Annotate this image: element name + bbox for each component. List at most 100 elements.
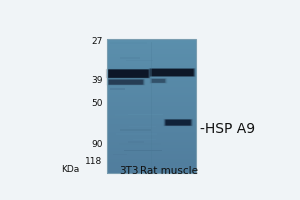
FancyBboxPatch shape [152,79,165,83]
Bar [107,159,196,160]
FancyBboxPatch shape [166,120,190,125]
Bar [107,116,196,118]
Text: Rat muscle: Rat muscle [140,166,198,176]
Bar [107,152,196,154]
Bar [107,137,196,138]
Bar [107,122,196,123]
Bar [107,154,196,156]
Bar [107,61,196,62]
Text: 39: 39 [91,76,103,85]
Bar [107,161,196,163]
Bar [107,39,196,173]
Bar [107,132,196,133]
Bar [107,39,196,41]
Bar [107,76,196,78]
Bar [129,126,156,127]
Bar [107,167,196,168]
Bar [107,97,196,99]
Bar [107,131,196,132]
Bar [107,66,196,68]
Bar [107,115,196,117]
Bar [107,86,196,88]
Bar [107,96,196,98]
Bar [107,148,196,149]
Bar [107,169,196,170]
Bar [107,82,196,83]
Bar [107,144,196,146]
Bar [107,56,196,58]
Bar [107,43,196,44]
Text: 27: 27 [91,37,103,46]
Bar [107,68,196,70]
Bar [107,106,196,108]
Bar [107,153,196,155]
Bar [107,139,196,140]
Bar [107,160,196,161]
Bar [120,57,140,59]
Bar [126,60,153,61]
Bar [107,164,196,166]
Bar [107,135,196,137]
Text: 118: 118 [85,157,103,166]
Text: 50: 50 [91,99,103,108]
Bar [107,121,196,122]
Bar [107,44,196,45]
Bar [107,67,196,69]
Bar [107,133,196,135]
Bar [107,48,196,50]
Bar [107,72,196,73]
FancyBboxPatch shape [150,78,167,83]
Bar [107,123,196,125]
FancyBboxPatch shape [165,119,191,126]
Bar [107,129,196,130]
Bar [107,143,196,145]
Bar [107,99,196,100]
Bar [107,78,196,80]
Bar [124,150,162,151]
Bar [107,113,196,115]
Bar [107,58,196,60]
Bar [107,171,196,173]
Bar [107,64,196,65]
Bar [107,104,196,106]
Bar [116,133,157,135]
Bar [110,88,125,90]
Bar [107,125,196,127]
FancyBboxPatch shape [109,80,143,85]
Bar [107,110,196,111]
Bar [107,90,196,91]
Bar [107,158,196,159]
Bar [107,95,196,97]
Bar [107,151,196,152]
Bar [107,57,196,59]
Bar [107,114,196,116]
Bar [107,91,196,92]
Bar [107,112,196,113]
Bar [107,53,196,54]
Text: -HSP A9: -HSP A9 [200,122,255,136]
Bar [107,74,196,75]
Bar [107,85,196,87]
Bar [107,134,196,136]
Bar [107,149,196,150]
Bar [107,170,196,171]
Bar [107,84,196,85]
Text: 3T3: 3T3 [120,166,139,176]
Bar [107,75,196,77]
Bar [107,46,196,48]
Bar [107,126,196,128]
FancyBboxPatch shape [107,69,150,78]
Bar [107,73,196,74]
Bar [107,109,196,110]
FancyBboxPatch shape [163,119,193,126]
Bar [107,41,196,42]
Bar [107,81,196,82]
Bar [107,83,196,84]
Bar [107,156,196,157]
Bar [115,114,128,116]
Bar [107,119,196,120]
Bar [128,134,156,135]
Bar [107,142,196,144]
FancyBboxPatch shape [106,69,151,78]
Bar [107,102,196,103]
